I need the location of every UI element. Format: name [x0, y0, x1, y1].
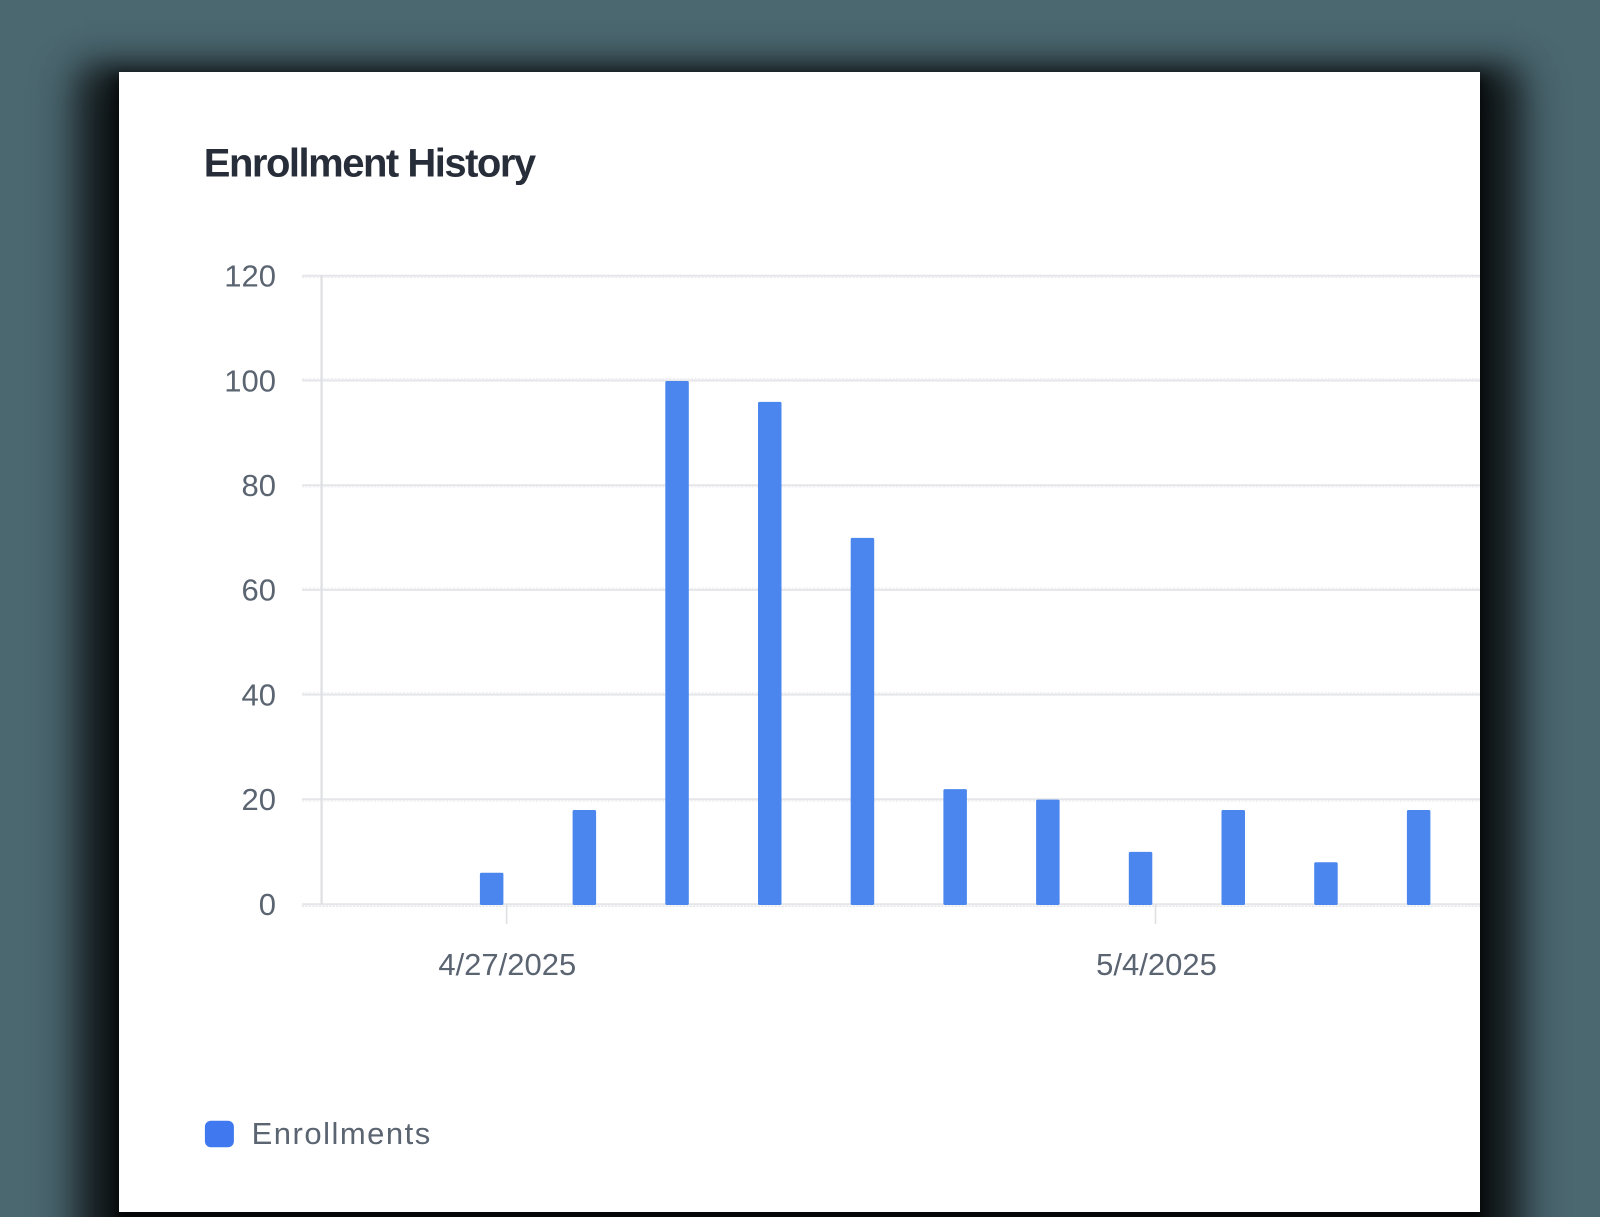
svg-text:4/27/2025: 4/27/2025 — [438, 947, 576, 982]
svg-text:60: 60 — [242, 573, 276, 608]
svg-text:0: 0 — [259, 887, 276, 922]
svg-text:Enrollments: Enrollments — [252, 1116, 432, 1151]
svg-text:Enrollment History: Enrollment History — [204, 142, 537, 186]
svg-text:40: 40 — [242, 677, 276, 712]
svg-text:100: 100 — [224, 363, 276, 398]
svg-text:80: 80 — [242, 468, 276, 503]
svg-text:120: 120 — [224, 259, 276, 294]
svg-text:5/4/2025: 5/4/2025 — [1096, 947, 1217, 982]
svg-text:20: 20 — [242, 782, 276, 817]
